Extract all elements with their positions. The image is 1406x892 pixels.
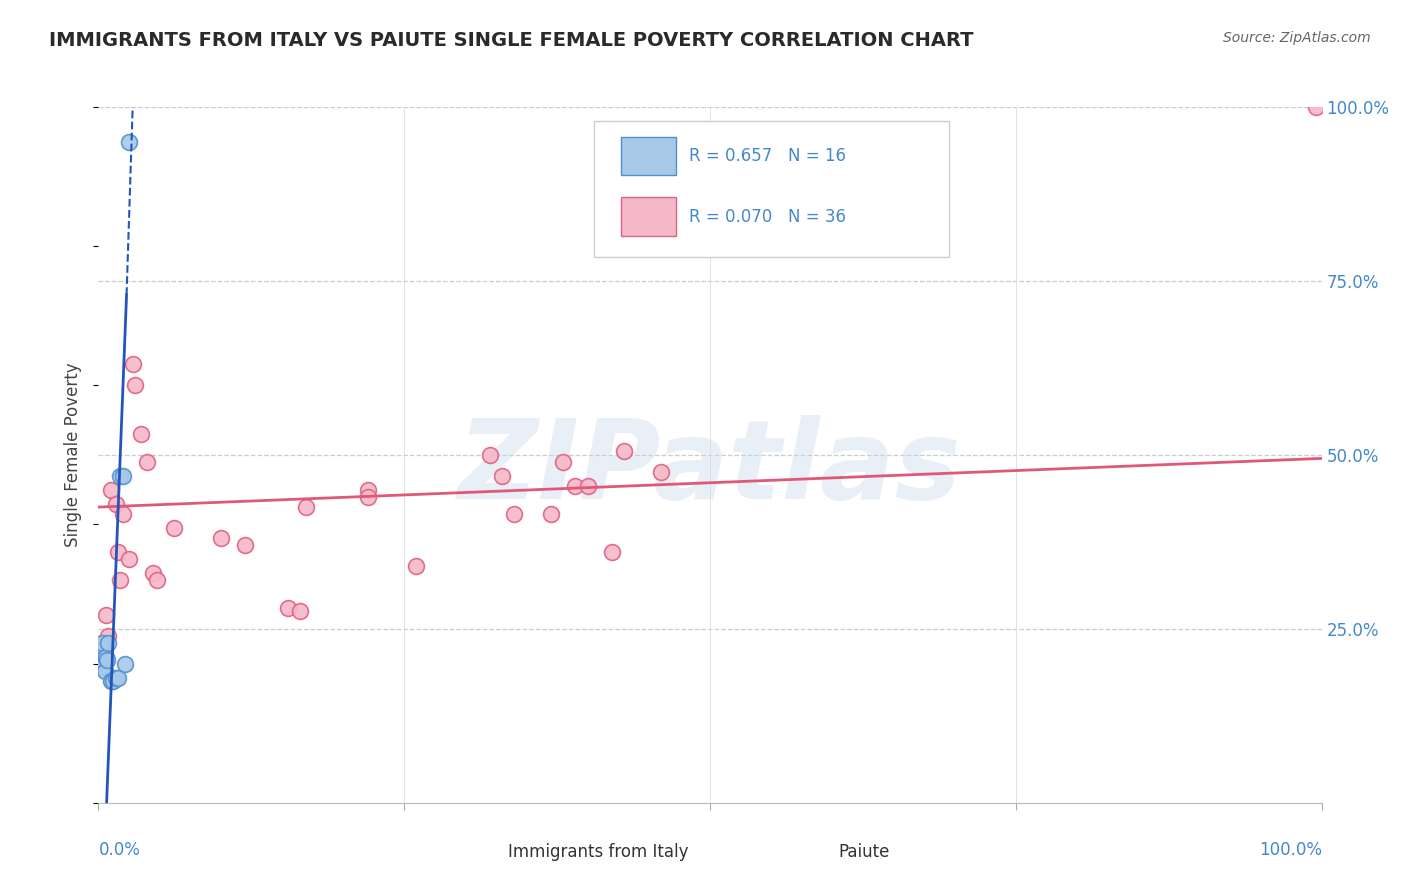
Point bbox=[295, 500, 318, 514]
Point bbox=[163, 521, 186, 535]
Point bbox=[564, 479, 586, 493]
Point bbox=[90, 649, 112, 664]
FancyBboxPatch shape bbox=[593, 121, 949, 257]
Point bbox=[124, 378, 146, 392]
Point bbox=[107, 545, 129, 559]
Point bbox=[114, 657, 136, 671]
Point bbox=[107, 671, 129, 685]
Point bbox=[91, 639, 114, 653]
Point bbox=[356, 490, 378, 504]
Bar bbox=[620, 197, 676, 235]
Y-axis label: Single Female Poverty: Single Female Poverty bbox=[65, 363, 83, 547]
Point bbox=[553, 455, 575, 469]
Point bbox=[110, 468, 132, 483]
Point bbox=[104, 497, 127, 511]
Point bbox=[91, 646, 114, 660]
Text: R = 0.657   N = 16: R = 0.657 N = 16 bbox=[689, 147, 846, 165]
Text: ZIPatlas: ZIPatlas bbox=[458, 416, 962, 523]
Point bbox=[277, 601, 299, 615]
Point bbox=[146, 573, 169, 587]
Point bbox=[209, 532, 232, 546]
Point bbox=[576, 479, 599, 493]
Point bbox=[91, 660, 114, 674]
Point bbox=[491, 468, 513, 483]
Point bbox=[650, 466, 672, 480]
Text: Immigrants from Italy: Immigrants from Italy bbox=[508, 843, 689, 861]
Bar bbox=[790, 839, 827, 865]
Text: Source: ZipAtlas.com: Source: ZipAtlas.com bbox=[1223, 31, 1371, 45]
Point bbox=[142, 566, 165, 581]
Point bbox=[233, 538, 256, 552]
Text: IMMIGRANTS FROM ITALY VS PAIUTE SINGLE FEMALE POVERTY CORRELATION CHART: IMMIGRANTS FROM ITALY VS PAIUTE SINGLE F… bbox=[49, 31, 974, 50]
Point bbox=[118, 135, 141, 149]
Point bbox=[600, 545, 623, 559]
Point bbox=[100, 674, 122, 689]
Point bbox=[129, 427, 152, 442]
Point bbox=[136, 455, 159, 469]
Point bbox=[94, 607, 117, 622]
Point bbox=[111, 468, 134, 483]
Point bbox=[613, 444, 636, 458]
Point bbox=[91, 639, 114, 653]
Point bbox=[91, 636, 114, 650]
Point bbox=[97, 636, 120, 650]
Point bbox=[121, 358, 143, 372]
Point bbox=[478, 448, 501, 462]
Bar bbox=[460, 839, 496, 865]
Text: 0.0%: 0.0% bbox=[98, 841, 141, 859]
Point bbox=[110, 573, 132, 587]
Text: Paiute: Paiute bbox=[838, 843, 890, 861]
Point bbox=[503, 507, 526, 521]
Text: 100.0%: 100.0% bbox=[1258, 841, 1322, 859]
Point bbox=[104, 671, 127, 685]
Point bbox=[111, 507, 134, 521]
Point bbox=[97, 629, 120, 643]
Point bbox=[94, 649, 117, 664]
Point bbox=[1305, 100, 1327, 114]
Point bbox=[100, 483, 122, 497]
Point bbox=[93, 664, 115, 678]
Point bbox=[290, 605, 312, 619]
Point bbox=[101, 674, 124, 689]
Point bbox=[405, 559, 427, 574]
Point bbox=[540, 507, 562, 521]
Bar bbox=[620, 137, 676, 175]
Point bbox=[96, 653, 118, 667]
Text: R = 0.070   N = 36: R = 0.070 N = 36 bbox=[689, 208, 846, 226]
Point bbox=[356, 483, 378, 497]
Point bbox=[118, 552, 141, 566]
